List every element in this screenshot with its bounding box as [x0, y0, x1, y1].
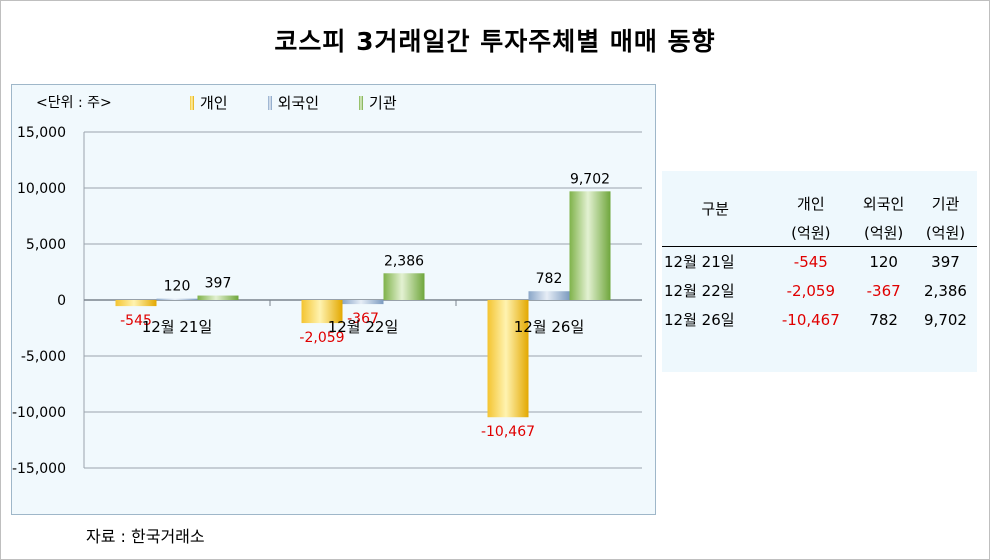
bar-institution: [569, 191, 611, 300]
y-tick-label: 15,000: [17, 125, 66, 141]
x-category-label: 12월 21일: [142, 318, 213, 336]
y-tick-label: 0: [57, 293, 66, 309]
bar-foreign: [156, 298, 198, 300]
legend-swatch-institution: [359, 95, 364, 110]
table-cell: 9,702: [924, 310, 967, 329]
chart-legend: 개인 외국인 기관: [190, 92, 437, 113]
table-row: 12월 26일 -10,467 782 9,702: [662, 305, 977, 334]
table-cell: 397: [931, 252, 960, 271]
data-label: 120: [164, 279, 191, 295]
data-label: 782: [536, 271, 563, 287]
legend-item-institution: 기관: [359, 92, 397, 113]
legend-item-foreign: 외국인: [267, 92, 320, 113]
data-label: 2,386: [384, 253, 424, 269]
summary-table: 구분 개인 외국인 기관 (억원) (억원) (억원) 12월 21일 -545…: [662, 171, 977, 334]
table-cell: -2,059: [786, 281, 835, 300]
table-cell: -545: [793, 252, 828, 271]
bar-foreign: [342, 300, 384, 305]
source-note: 자료 : 한국거래소: [86, 527, 205, 546]
unit-label: <단위 : 주>: [36, 95, 112, 111]
summary-table-box: 구분 개인 외국인 기관 (억원) (억원) (억원) 12월 21일 -545…: [662, 171, 977, 372]
legend-swatch-individual: [190, 95, 194, 110]
table-row: 12월 21일 -545 120 397: [662, 247, 977, 277]
bar-individual: [115, 300, 157, 307]
legend-swatch-foreign: [267, 95, 272, 110]
bar-individual: [301, 300, 343, 324]
bar-individual: [487, 300, 529, 418]
table-header-individual: 개인: [797, 195, 825, 213]
table-header-foreign: 외국인: [862, 195, 905, 213]
y-tick-label: -5,000: [21, 349, 66, 365]
table-row: 12월 22일 -2,059 -367 2,386: [662, 276, 977, 305]
table-row-label: 12월 21일: [664, 253, 735, 271]
data-label: -10,467: [481, 424, 535, 440]
bar-institution: [383, 273, 425, 300]
data-label: -367: [347, 311, 379, 327]
y-tick-label: -10,000: [12, 405, 66, 421]
table-cell: -10,467: [781, 310, 840, 329]
table-cell: 782: [869, 310, 898, 329]
page-title: 코스피 3거래일간 투자주체별 매매 동향: [274, 27, 716, 56]
x-category-label: 12월 22일: [328, 318, 399, 336]
table-header-institution: 기관: [931, 195, 960, 213]
data-label: -545: [120, 313, 152, 329]
y-tick-label: 5,000: [26, 237, 66, 253]
table-cell: 2,386: [924, 281, 967, 300]
legend-label-institution: 기관: [369, 94, 397, 112]
table-cell: 120: [869, 252, 898, 271]
bar-foreign: [528, 291, 570, 300]
data-label: -2,059: [299, 330, 344, 346]
x-category-label: 12월 26일: [514, 318, 585, 336]
table-unit-foreign: (억원): [853, 218, 914, 247]
data-label: 397: [205, 276, 232, 292]
data-label: 9,702: [570, 171, 610, 187]
table-unit-institution: (억원): [913, 218, 977, 247]
table-cell: -367: [866, 281, 901, 300]
legend-label-individual: 개인: [200, 94, 228, 112]
table-row-label: 12월 22일: [664, 282, 735, 300]
legend-label-foreign: 외국인: [277, 94, 320, 112]
legend-item-individual: 개인: [190, 92, 228, 113]
table-row-label: 12월 26일: [664, 311, 735, 329]
y-tick-label: -15,000: [12, 461, 66, 477]
table-unit-individual: (억원): [768, 218, 854, 247]
bar-institution: [197, 295, 239, 300]
y-tick-label: 10,000: [17, 181, 66, 197]
table-header-category: 구분: [662, 171, 769, 247]
